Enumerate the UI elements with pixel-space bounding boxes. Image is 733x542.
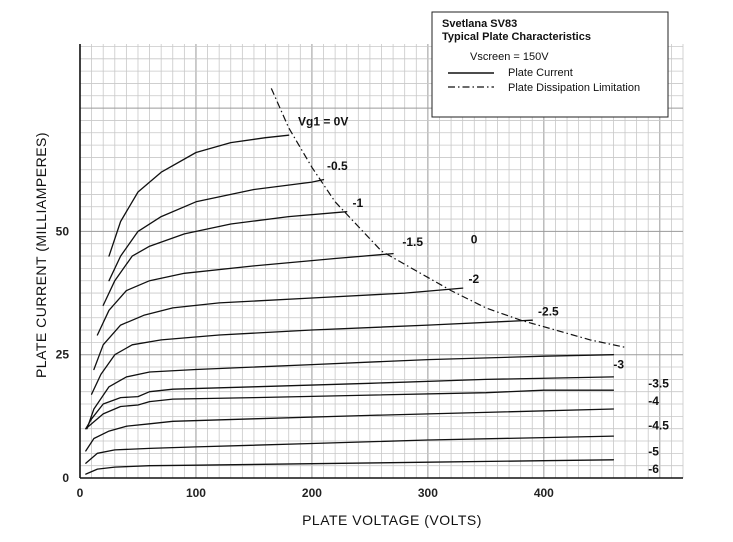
legend-entry-plate-current: Plate Current <box>508 67 573 79</box>
x-tick-label: 200 <box>302 486 322 500</box>
dissipation-limit-curve <box>270 88 626 348</box>
x-tick-label: 400 <box>534 486 554 500</box>
curve-label: -3.5 <box>648 377 669 391</box>
plate-current-curve-7 <box>85 376 615 430</box>
x-tick-label: 100 <box>186 486 206 500</box>
plate-current-curve-2 <box>102 211 348 307</box>
curve-label: -1 <box>353 196 364 210</box>
tick-labels: 0 100 200 300 400 0 25 50 <box>56 224 555 500</box>
curve-label: -1.5 <box>402 235 423 249</box>
curve-labels: Vg1 = 0V -0.5 -1 -1.5 0 -2 -2.5 -3 -3.5 -4 -4.5 -5 -… <box>298 114 669 476</box>
legend-condition: Vscreen = 150V <box>470 51 549 63</box>
legend-title: Svetlana SV83 <box>442 18 517 30</box>
y-tick-label: 25 <box>56 348 70 362</box>
curve-label: -2 <box>468 272 479 286</box>
curve-label: -6 <box>648 462 659 476</box>
x-tick-label: 300 <box>418 486 438 500</box>
curve-label: 0 <box>471 233 478 247</box>
curve-label: -0.5 <box>327 159 348 173</box>
plate-current-curve-11 <box>85 459 615 475</box>
plate-current-curve-6 <box>86 354 615 430</box>
legend: Svetlana SV83 Typical Plate Characterist… <box>431 11 669 118</box>
y-tick-label: 0 <box>62 471 69 485</box>
plate-current-curve-0 <box>108 134 290 257</box>
curve-label: -3 <box>613 358 624 372</box>
plate-current-curve-1 <box>108 178 325 282</box>
plate-current-curves <box>85 134 615 475</box>
dissipation-limit <box>270 88 626 348</box>
curve-label: -4 <box>648 394 659 408</box>
plate-current-curve-10 <box>85 435 615 464</box>
curve-label: -2.5 <box>538 304 559 318</box>
plate-current-curve-9 <box>85 408 615 452</box>
x-tick-label: 0 <box>77 486 84 500</box>
plate-current-curve-4 <box>93 287 464 371</box>
legend-entry-dissipation: Plate Dissipation Limitation <box>508 82 640 94</box>
y-axis-title: PLATE CURRENT (MILLIAMPERES) <box>33 132 49 378</box>
curve-label: -4.5 <box>648 419 669 433</box>
plate-current-curve-5 <box>90 319 533 395</box>
legend-box <box>431 11 669 118</box>
curve-label: -5 <box>648 444 659 458</box>
axes <box>79 44 683 479</box>
plate-current-curve-3 <box>96 252 394 336</box>
legend-subtitle: Typical Plate Characteristics <box>442 31 591 43</box>
plate-current-curve-8 <box>85 389 615 430</box>
curve-label: Vg1 = 0V <box>298 114 348 128</box>
x-axis-title: PLATE VOLTAGE (VOLTS) <box>302 512 482 528</box>
grid <box>79 44 684 479</box>
y-tick-label: 50 <box>56 224 70 238</box>
